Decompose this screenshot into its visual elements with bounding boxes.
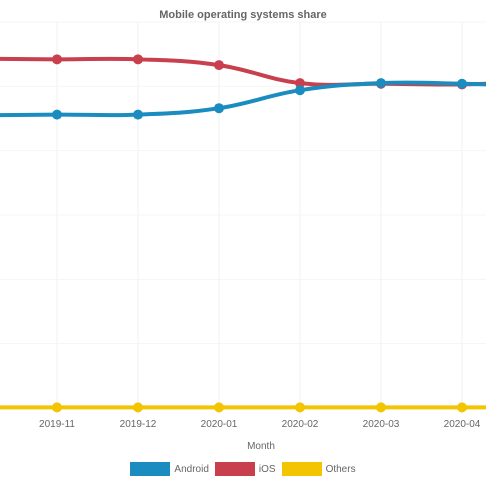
data-point-android-2020-01[interactable]	[214, 103, 224, 114]
data-point-ios-2019-12[interactable]	[133, 54, 143, 65]
x-tick-label-2020-04: 2020-04	[444, 419, 481, 430]
legend-item-ios[interactable]: iOS	[214, 462, 276, 476]
data-point-others-2020-03[interactable]	[376, 402, 386, 413]
data-point-ios-2020-02[interactable]	[295, 78, 305, 89]
data-point-others-2019-11[interactable]	[52, 402, 62, 413]
x-tick-label-2019-12: 2019-12	[120, 419, 157, 430]
data-point-others-2020-01[interactable]	[214, 402, 224, 413]
data-point-android-2020-04[interactable]	[457, 78, 467, 89]
legend: Android iOS Others	[0, 462, 486, 476]
data-point-android-2020-02[interactable]	[295, 85, 305, 96]
data-point-ios-2019-11[interactable]	[52, 54, 62, 65]
data-point-android-2020-03[interactable]	[376, 78, 386, 89]
legend-label-ios: iOS	[258, 463, 276, 475]
x-tick-label-2020-02: 2020-02	[282, 419, 319, 430]
data-point-android-2019-12[interactable]	[133, 109, 143, 120]
legend-swatch-others	[281, 462, 322, 476]
grid	[0, 21, 486, 414]
legend-item-others[interactable]: Others	[281, 462, 356, 476]
legend-swatch-ios	[214, 462, 255, 476]
x-tick-label-2020-01: 2020-01	[201, 419, 238, 430]
x-axis-title: Month	[247, 441, 275, 452]
series-lines	[0, 56, 486, 410]
legend-label-others: Others	[325, 463, 356, 475]
x-axis-ticks: 2019-11 2019-12 2020-01 2020-02 2020-03 2020-…	[39, 419, 481, 430]
series-line-android	[0, 80, 486, 118]
x-tick-label-2019-11: 2019-11	[39, 419, 75, 430]
data-point-ios-2020-01[interactable]	[214, 60, 224, 71]
x-tick-label-2020-03: 2020-03	[363, 419, 400, 430]
data-point-android-2019-11[interactable]	[52, 109, 62, 120]
chart-title: Mobile operating systems share	[159, 9, 327, 21]
legend-label-android: Android	[174, 463, 209, 475]
legend-item-android[interactable]: Android	[130, 462, 209, 476]
data-point-others-2019-12[interactable]	[133, 402, 143, 413]
series-points	[52, 54, 467, 413]
legend-swatch-android	[130, 462, 171, 476]
data-point-others-2020-02[interactable]	[295, 402, 305, 413]
data-point-others-2020-04[interactable]	[457, 402, 467, 413]
